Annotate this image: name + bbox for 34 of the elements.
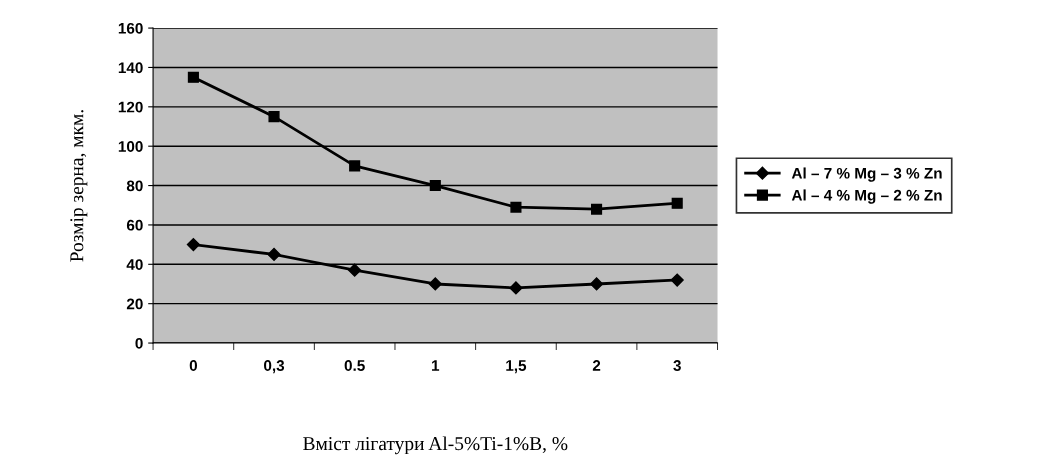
point: [267, 247, 281, 262]
point: [589, 277, 604, 291]
y-tick-label: 140: [118, 62, 143, 74]
point: [429, 180, 441, 192]
y-tick-label: 80: [126, 180, 143, 192]
y-tick-label: 120: [118, 101, 143, 113]
point: [671, 197, 683, 209]
y-tick-label: 100: [118, 141, 143, 152]
legend-label: Al – 4 % Mg – 2 % Zn: [791, 189, 942, 204]
y-tick-label: 60: [126, 219, 143, 231]
x-tick-label: 1,5: [506, 360, 527, 374]
point: [187, 71, 199, 83]
x-tick-label: 3: [673, 360, 681, 371]
y-axis-title: Розмір зерна, мкм.: [70, 110, 88, 262]
point: [591, 203, 603, 215]
x-tick-label: 1: [432, 360, 440, 371]
x-tick-label: 0.5: [344, 360, 365, 371]
point: [509, 281, 523, 295]
point: [268, 111, 280, 123]
y-tick-label: 160: [118, 22, 143, 34]
x-tick-label: 2: [592, 360, 601, 371]
point: [349, 160, 361, 172]
y-tick-label: 40: [126, 259, 143, 270]
point: [428, 277, 442, 291]
x-tick-label: 0,3: [264, 360, 285, 374]
x-tick-label: 0: [189, 360, 198, 371]
point: [186, 238, 200, 252]
point: [670, 273, 684, 287]
y-tick-label: 0: [135, 337, 143, 349]
point: [510, 201, 522, 213]
legend-label: Al – 7 % Mg – 3 % Zn: [791, 167, 942, 182]
x-axis-title: Вміст лігатури Al-5%Ti-1%B, %: [303, 436, 568, 455]
y-tick-label: 20: [126, 298, 143, 310]
point: [348, 263, 362, 277]
